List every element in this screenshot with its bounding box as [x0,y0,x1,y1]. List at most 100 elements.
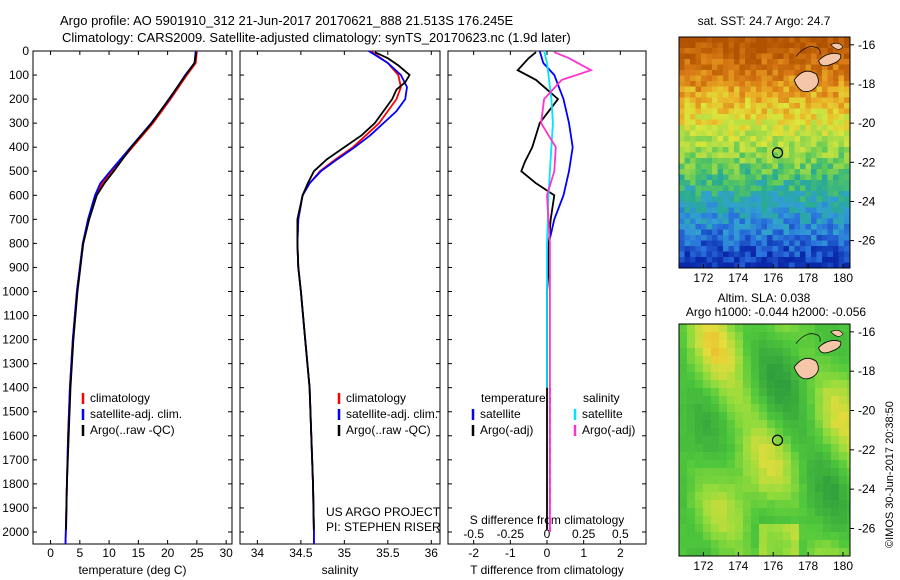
map-cell [750,53,757,60]
map-cell [794,53,801,60]
map-cell [759,356,768,365]
map-cell [847,428,851,437]
map-cell [712,158,718,164]
map-cell [739,81,746,87]
map-cell [750,240,757,247]
map-cell [703,516,712,525]
map-cell [783,492,792,501]
map-cell [844,64,850,71]
map-cell [783,380,792,389]
map-cell [711,388,720,397]
map-cell [690,125,696,131]
map-cell [847,492,851,501]
map-cell [734,125,740,131]
map-cell [775,476,784,485]
map-cell [827,218,834,225]
map-cell [778,42,784,49]
map-cell [745,202,751,208]
map-cell [767,119,773,126]
map-cell [822,251,828,258]
map-cell [695,174,702,181]
map-cell [800,235,806,241]
map-cell [794,251,801,258]
argo-location-marker [771,434,784,446]
map-cell [822,163,828,170]
map-cell [778,202,784,208]
map-cell [833,202,839,208]
map-cell [679,251,685,258]
map-cell [775,508,784,517]
map-cell [800,224,806,230]
map-cell [679,218,685,225]
map-cell [767,428,776,437]
map-cell [701,136,707,142]
map-cell [833,224,839,230]
map-cell [745,169,751,175]
map-cell [701,163,707,170]
map-cell [706,147,713,153]
map-cell [750,81,757,87]
map-cell [717,147,724,153]
series-line-2 [296,51,411,530]
map-cell [778,169,784,175]
map-cell [690,174,696,181]
map-cell [767,174,773,181]
map-cell [767,364,776,373]
map-cell [822,48,828,54]
map-cell [800,136,806,142]
map-cell [745,218,751,225]
map-cell [701,158,707,164]
argo-location-marker [771,147,784,159]
map-cell [717,180,724,186]
map-cell [711,468,720,477]
map-cell [743,460,752,469]
map-cell [783,218,790,225]
map-cell [838,213,845,219]
map-cell [838,86,845,93]
map-cell [756,130,762,137]
map-cell [719,540,728,549]
map-cell [723,191,729,197]
map-cell [800,97,806,104]
map-cell [822,125,828,131]
map-cell [778,163,784,170]
map-cell [745,251,751,258]
map-cell [800,174,806,181]
map-cell [717,158,724,164]
map-cell [783,476,792,485]
map-cell [811,136,817,142]
map-cell [695,524,704,533]
map-cell [800,169,806,175]
map-cell [789,235,795,241]
map-cell [772,262,779,269]
map-cell [723,136,729,142]
map-cell [783,436,792,445]
map-cell [759,364,768,373]
map-cell [719,396,728,405]
map-cell [679,428,688,437]
map-cell [750,196,757,203]
x-tick-label: 174 [728,271,748,285]
map-cell [735,460,744,469]
map-cell [717,246,724,252]
map-cell [811,207,817,214]
map-cell [684,246,691,252]
map-cell [717,262,724,269]
map-cell [679,420,688,429]
map-cell [706,191,713,197]
map-cell [745,213,751,219]
map-cell [739,37,746,43]
map-cell [684,185,691,192]
map-cell [759,516,768,525]
map-cell [761,125,768,131]
map-cell [711,396,720,405]
map-cell [695,147,702,153]
map-cell [684,136,691,142]
map-cell [838,185,845,192]
map-cell [706,251,713,258]
map-cell [816,218,823,225]
map-cell [838,235,845,241]
map-cell [751,484,760,493]
map-cell [687,396,696,405]
